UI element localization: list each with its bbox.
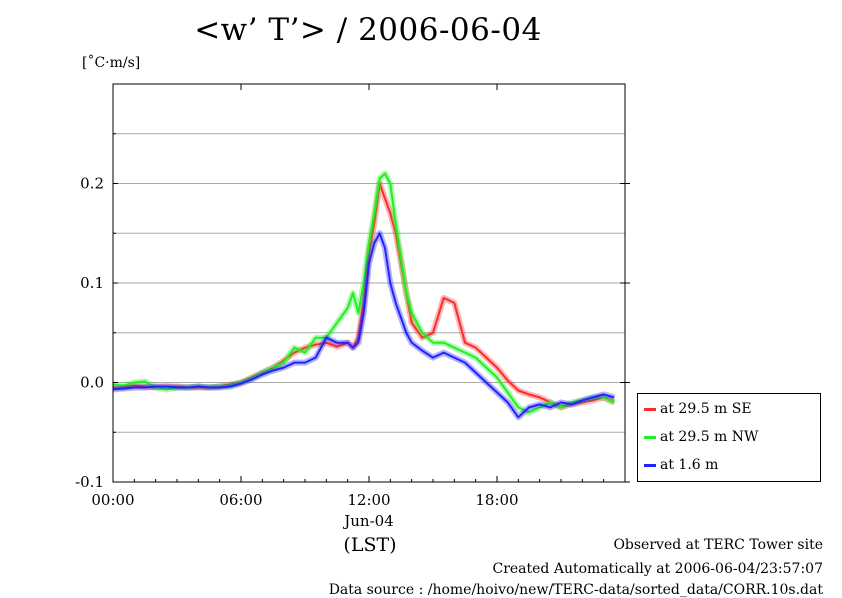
grid-lines bbox=[113, 133, 625, 433]
y-tick-label: -0.1 bbox=[75, 473, 104, 491]
x-tick-label: 00:00 bbox=[91, 491, 134, 509]
x-tick-label: 18:00 bbox=[475, 491, 518, 509]
y-tick-label: 0.1 bbox=[80, 274, 104, 292]
y-tick-label: 0.2 bbox=[80, 175, 104, 193]
legend-label-se: at 29.5 m SE bbox=[660, 401, 752, 417]
legend-label-1-6m: at 1.6 m bbox=[660, 457, 719, 473]
axis-ticks: -0.1 0.0 0.1 0.2 00:00 06:00 12:00 18:00 Jun-04 bbox=[75, 84, 630, 530]
legend-item-1-6m: at 1.6 m bbox=[644, 457, 718, 477]
legend-label-nw: at 29.5 m NW bbox=[660, 429, 759, 445]
footer-site: Observed at TERC Tower site bbox=[613, 537, 823, 553]
series-line bbox=[112, 232, 615, 419]
legend-swatch-1-6m bbox=[644, 463, 656, 467]
legend-item-se: at 29.5 m SE bbox=[644, 401, 752, 421]
y-tick-label: 0.0 bbox=[80, 374, 104, 392]
legend-swatch-nw bbox=[644, 435, 656, 439]
footer-source: Data source : /home/hoivo/new/TERC-data/… bbox=[328, 582, 823, 598]
legend-item-nw: at 29.5 m NW bbox=[644, 429, 758, 449]
x-date-label: Jun-04 bbox=[342, 512, 394, 530]
x-tick-label: 12:00 bbox=[347, 491, 390, 509]
y-axis-unit-label: [˚C·m/s] bbox=[82, 55, 141, 71]
x-tick-label: 06:00 bbox=[219, 491, 262, 509]
series-lines bbox=[112, 170, 616, 421]
x-axis-label: (LST) bbox=[343, 534, 397, 556]
legend: at 29.5 m SE at 29.5 m NW at 1.6 m bbox=[637, 393, 821, 482]
chart-title: <w’ T’> / 2006-06-04 bbox=[194, 12, 542, 48]
legend-swatch-se bbox=[644, 407, 656, 411]
footer-created: Created Automatically at 2006-06-04/23:5… bbox=[492, 561, 823, 577]
